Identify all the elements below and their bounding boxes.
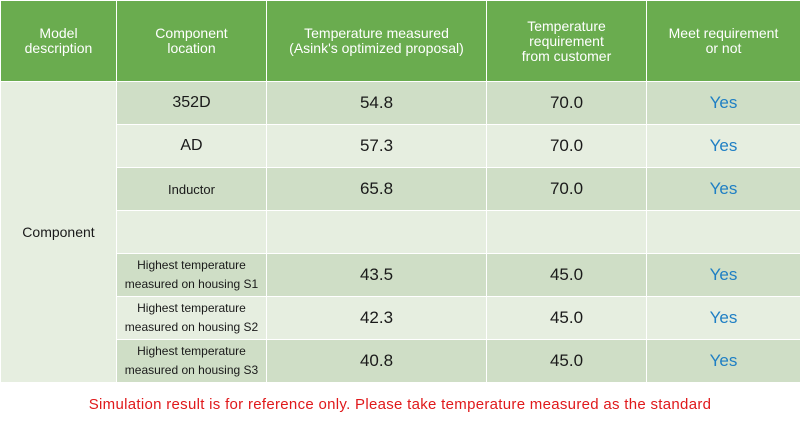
meet-requirement-cell: Yes bbox=[646, 339, 800, 383]
component-location-cell: Highest temperature measured on housing … bbox=[116, 339, 267, 383]
component-location-cell: AD bbox=[116, 124, 267, 168]
model-description-cell: Component bbox=[0, 81, 117, 383]
table-row: AD 57.3 70.0 Yes bbox=[1, 124, 800, 168]
requirement-cell: 70.0 bbox=[486, 81, 647, 125]
measured-cell bbox=[266, 210, 487, 254]
meet-requirement-cell: Yes bbox=[646, 81, 800, 125]
footnote-disclaimer: Simulation result is for reference only.… bbox=[88, 396, 712, 413]
meet-requirement-cell: Yes bbox=[646, 167, 800, 211]
component-location-cell: 352D bbox=[116, 81, 267, 125]
header-row: Model description Component location Tem… bbox=[0, 0, 800, 82]
measured-cell: 65.8 bbox=[266, 167, 487, 211]
header-temperature-measured: Temperature measured (Asink's optimized … bbox=[266, 0, 487, 82]
header-temperature-requirement: Temperature requirement from customer bbox=[486, 0, 647, 82]
header-meet-requirement: Meet requirement or not bbox=[646, 0, 800, 82]
requirement-cell: 70.0 bbox=[486, 167, 647, 211]
requirement-cell: 70.0 bbox=[486, 124, 647, 168]
component-location-cell: Inductor bbox=[116, 167, 267, 211]
measured-cell: 40.8 bbox=[266, 339, 487, 383]
table-row: Component 352D 54.8 70.0 Yes bbox=[0, 81, 800, 383]
table-row-empty bbox=[1, 210, 800, 254]
measured-cell: 54.8 bbox=[266, 81, 487, 125]
meet-requirement-cell: Yes bbox=[646, 124, 800, 168]
table-row: Highest temperature measured on housing … bbox=[1, 253, 800, 297]
temperature-table: Model description Component location Tem… bbox=[0, 0, 800, 383]
requirement-cell bbox=[486, 210, 647, 254]
requirement-cell: 45.0 bbox=[486, 296, 647, 340]
component-location-cell bbox=[116, 210, 267, 254]
requirement-cell: 45.0 bbox=[486, 253, 647, 297]
component-location-cell: Highest temperature measured on housing … bbox=[116, 253, 267, 297]
table-row: Highest temperature measured on housing … bbox=[1, 339, 800, 383]
meet-requirement-cell: Yes bbox=[646, 253, 800, 297]
requirement-cell: 45.0 bbox=[486, 339, 647, 383]
measured-cell: 42.3 bbox=[266, 296, 487, 340]
meet-requirement-cell bbox=[646, 210, 800, 254]
header-component-location: Component location bbox=[116, 0, 267, 82]
meet-requirement-cell: Yes bbox=[646, 296, 800, 340]
measured-cell: 57.3 bbox=[266, 124, 487, 168]
component-location-cell: Highest temperature measured on housing … bbox=[116, 296, 267, 340]
table-row: Inductor 65.8 70.0 Yes bbox=[1, 167, 800, 211]
measured-cell: 43.5 bbox=[266, 253, 487, 297]
table-row: Highest temperature measured on housing … bbox=[1, 296, 800, 340]
header-model-description: Model description bbox=[0, 0, 117, 82]
